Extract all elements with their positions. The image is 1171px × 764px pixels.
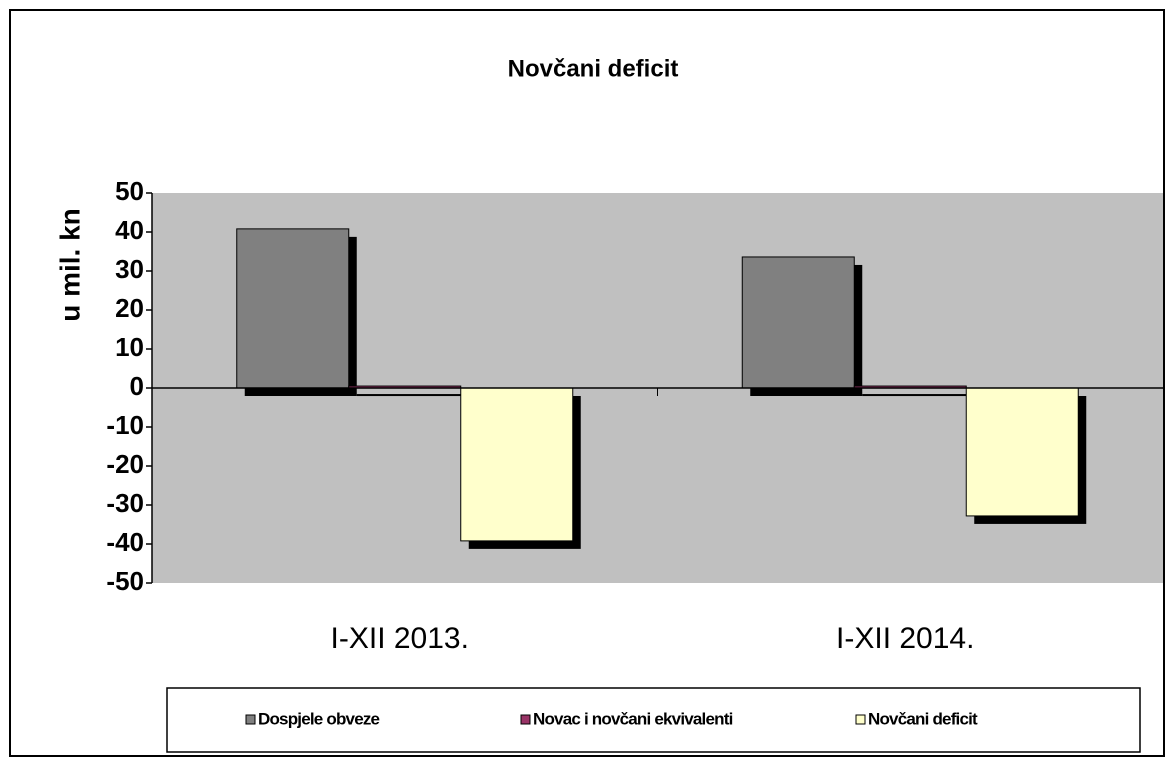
x-tick-label: I-XII 2013. xyxy=(331,622,469,655)
bar-shadow xyxy=(356,394,469,397)
y-tick-label: 50 xyxy=(115,176,144,206)
bar xyxy=(741,256,855,389)
y-tick-label: 40 xyxy=(115,215,144,245)
bar-shadow xyxy=(862,394,975,397)
legend-label: Novčani deficit xyxy=(868,709,978,728)
chart-title: Novčani deficit xyxy=(508,55,679,82)
legend-label: Dospjele obveze xyxy=(258,709,380,728)
y-tick-label: -40 xyxy=(106,527,144,557)
y-tick-label: -20 xyxy=(106,449,144,479)
y-tick-label: 20 xyxy=(115,293,144,323)
bar xyxy=(460,387,574,542)
legend-swatch xyxy=(245,714,256,725)
y-tick-label: -50 xyxy=(106,566,144,596)
legend xyxy=(166,687,1141,753)
y-tick-label: 10 xyxy=(115,332,144,362)
y-tick-label: -10 xyxy=(106,410,144,440)
y-tick-label: 0 xyxy=(130,371,144,401)
legend-swatch xyxy=(520,714,531,725)
x-tick-label: I-XII 2014. xyxy=(836,622,974,655)
y-tick-label: -30 xyxy=(106,488,144,518)
y-axis-label: u mil. kn xyxy=(54,208,85,322)
bar xyxy=(965,387,1079,517)
bar xyxy=(236,228,350,389)
legend-swatch xyxy=(855,714,866,725)
legend-label: Novac i novčani ekvivalenti xyxy=(533,709,733,728)
y-tick-label: 30 xyxy=(115,254,144,284)
